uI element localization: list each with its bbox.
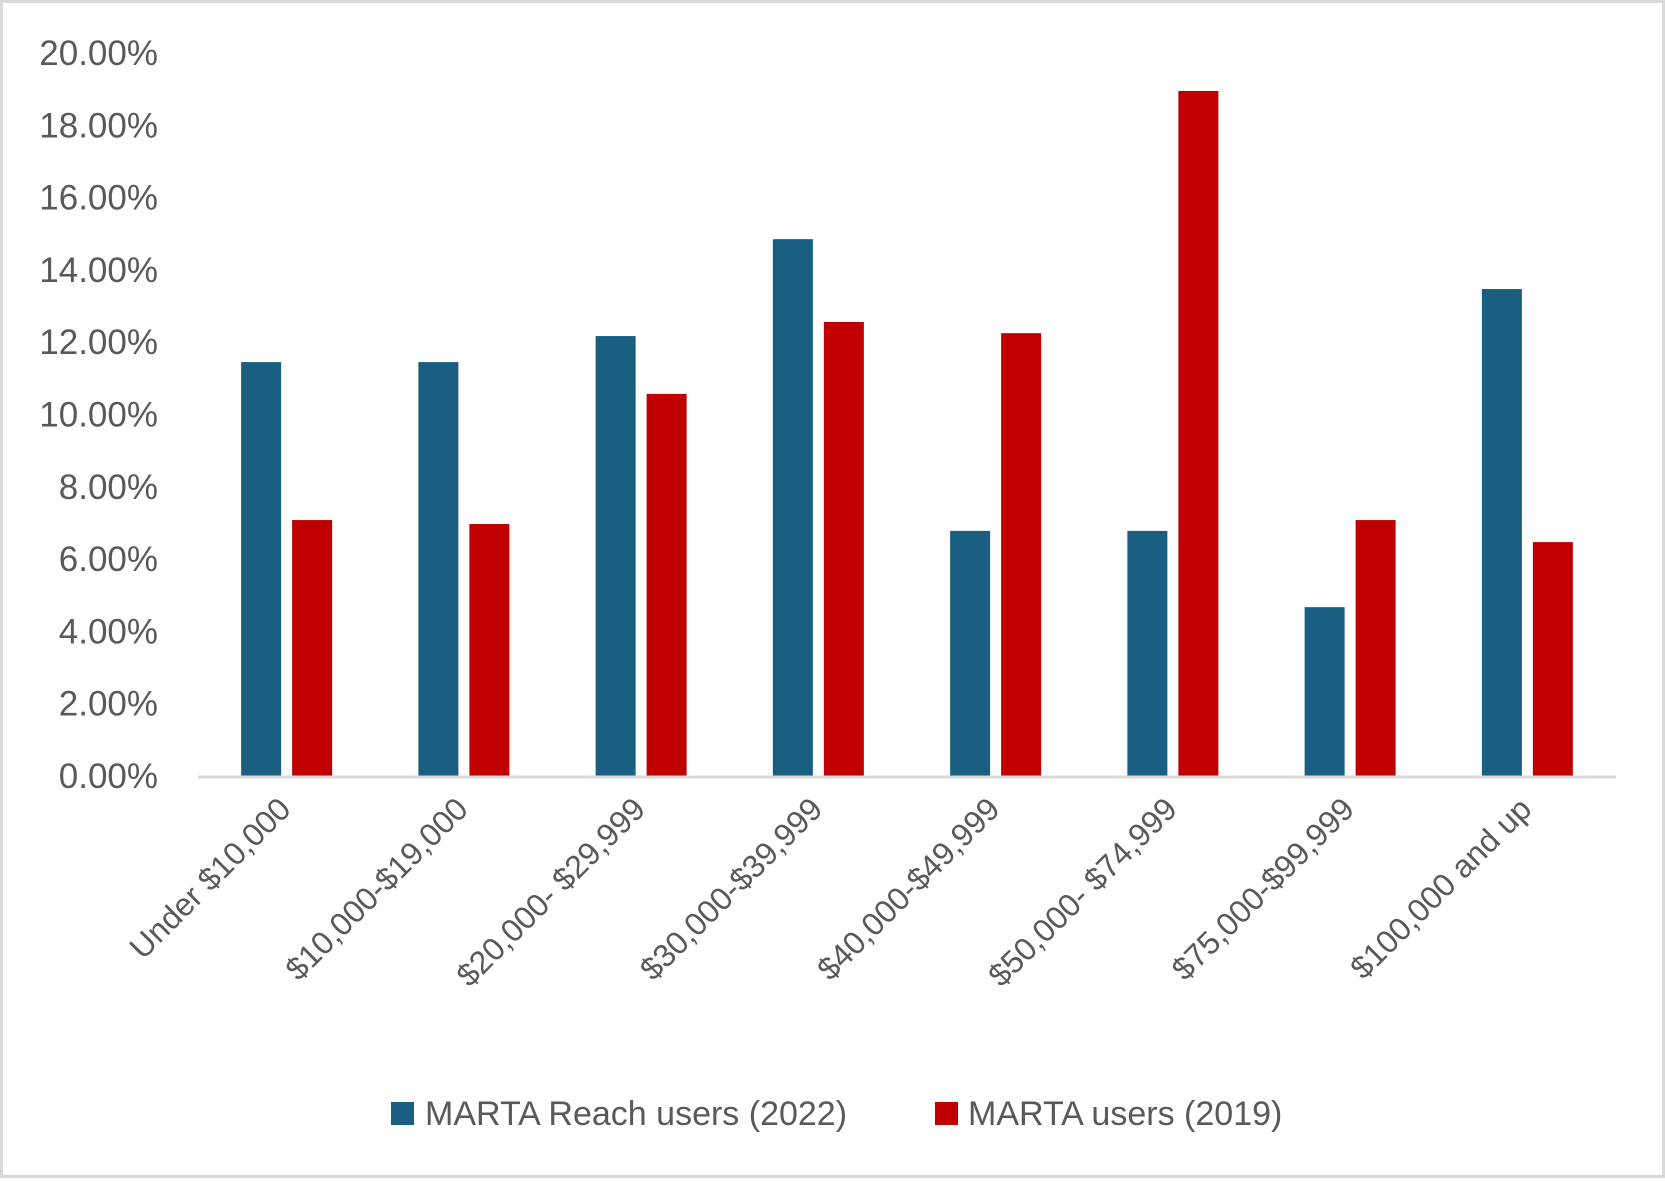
bar-marta-2019 — [469, 524, 510, 776]
legend: MARTA Reach users (2022) MARTA users (201… — [391, 1095, 1282, 1133]
bar-reach-2022 — [418, 362, 459, 776]
y-tick-label: 18.00% — [39, 106, 158, 145]
bar-reach-2022 — [772, 239, 813, 777]
bar-marta-2019 — [1532, 542, 1573, 776]
y-tick-label: 8.00% — [59, 468, 158, 507]
x-category-label: Under $10,000 — [122, 790, 297, 965]
x-category-label: $100,000 and up — [1343, 790, 1538, 985]
bar-marta-2019 — [646, 393, 687, 776]
bar-reach-2022 — [241, 362, 282, 776]
y-axis-tick-labels: 0.00% 2.00% 4.00% 6.00% 8.00% 10.00% 12.00% 14.… — [39, 34, 158, 796]
bar-marta-2019 — [292, 520, 333, 776]
y-tick-label: 12.00% — [39, 323, 158, 362]
x-category-label: $30,000-$39,999 — [633, 790, 830, 987]
y-tick-label: 2.00% — [59, 685, 158, 724]
x-axis-category-labels: Under $10,000$10,000-$19,000$20,000- $29… — [122, 790, 1538, 993]
x-category-label: $10,000-$19,000 — [278, 790, 475, 987]
bar-marta-2019 — [1355, 520, 1396, 776]
bar-marta-2019 — [1001, 333, 1042, 776]
y-tick-label: 0.00% — [59, 757, 158, 796]
bars — [241, 90, 1573, 777]
y-tick-label: 16.00% — [39, 179, 158, 218]
legend-swatch-icon — [935, 1102, 958, 1125]
bar-marta-2019 — [823, 321, 864, 776]
y-tick-label: 6.00% — [59, 540, 158, 579]
x-category-label: $75,000-$99,999 — [1164, 790, 1361, 987]
bar-reach-2022 — [1127, 530, 1168, 776]
y-tick-label: 4.00% — [59, 612, 158, 651]
bar-chart: 0.00% 2.00% 4.00% 6.00% 8.00% 10.00% 12.00% 14.… — [39, 34, 1616, 1133]
legend-item: MARTA Reach users (2022) — [391, 1095, 847, 1133]
bar-marta-2019 — [1178, 90, 1219, 776]
legend-label: MARTA Reach users (2022) — [425, 1095, 847, 1133]
x-category-label: $40,000-$49,999 — [810, 790, 1007, 987]
x-category-label: $20,000- $29,999 — [449, 790, 652, 993]
legend-swatch-icon — [391, 1102, 414, 1125]
y-tick-label: 10.00% — [39, 396, 158, 435]
y-tick-label: 20.00% — [39, 34, 158, 73]
bar-reach-2022 — [1304, 607, 1345, 776]
y-tick-label: 14.00% — [39, 251, 158, 290]
bar-reach-2022 — [1481, 289, 1522, 776]
bar-reach-2022 — [950, 530, 991, 776]
legend-label: MARTA users (2019) — [968, 1095, 1282, 1133]
x-category-label: $50,000- $74,999 — [981, 790, 1184, 993]
legend-item: MARTA users (2019) — [935, 1095, 1282, 1133]
bar-reach-2022 — [595, 336, 636, 776]
